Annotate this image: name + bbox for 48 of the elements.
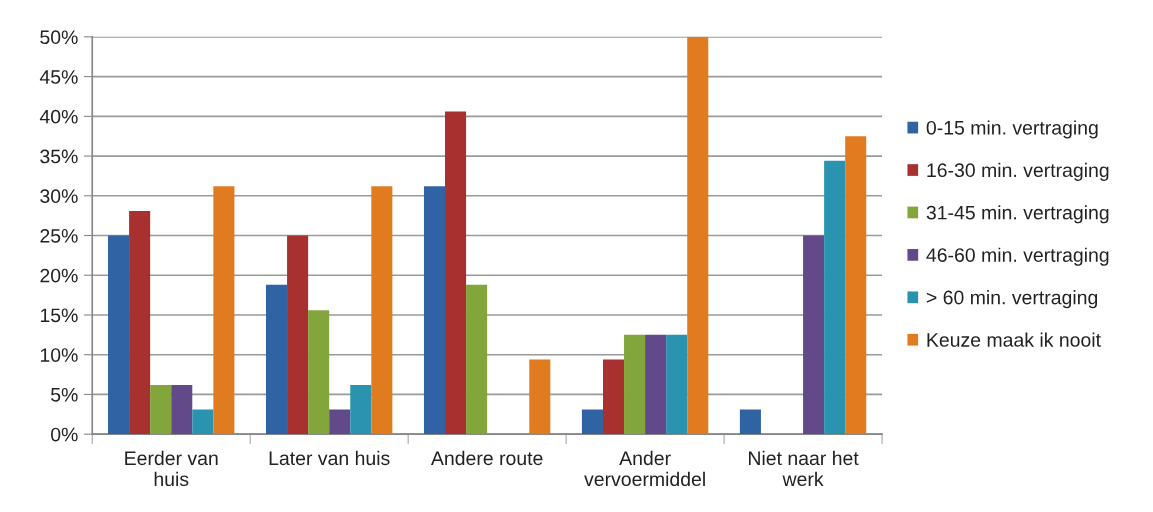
legend-label: 46-60 min. vertraging [926,247,1109,266]
y-tick-label: 25% [40,228,78,243]
legend-label: 31-45 min. vertraging [926,205,1109,224]
legend-label: 0-15 min. vertraging [926,120,1098,139]
bar [108,235,130,435]
bar [529,359,551,435]
x-tick-label: Later van huis [269,450,390,466]
legend-label: Keuze maak ik nooit [927,332,1101,347]
bar [266,284,288,435]
bar [739,409,761,435]
bar [329,409,351,435]
bar [371,186,393,435]
bar [445,111,467,435]
y-tick-label: 50% [40,30,78,45]
y-tick-label: 5% [51,388,78,402]
y-tick-label: 15% [40,308,78,323]
bar [666,334,688,435]
bar [287,235,309,435]
bar [602,359,625,435]
bar [308,310,330,435]
y-tick-label: 35% [40,149,78,164]
bar [803,235,825,435]
bar [171,384,193,435]
y-tick-label: 0% [51,427,78,442]
x-tick-label: Eerder van huis [125,450,218,487]
y-tick-label: 45% [39,70,78,84]
bar [423,186,446,435]
bar [150,384,172,435]
y-tick-label: 40% [39,109,78,124]
bar [129,210,151,435]
bar [213,186,235,435]
x-tick-label: Ander vervoermiddel [584,450,705,487]
y-tick-label: 20% [40,268,78,283]
bar [581,409,603,435]
bar [466,284,488,435]
bar [350,384,372,435]
bar [687,36,709,435]
legend-label: 16-30 min. vertraging [927,162,1109,181]
bar [645,334,667,435]
bar [192,409,214,435]
bar [624,334,646,435]
y-tick-label: 30% [40,189,78,204]
legend-label: > 60 min. vertraging [926,290,1098,309]
x-tick-label: Andere route [430,450,543,466]
x-tick-label: Niet naar het werk [749,450,859,487]
bar [845,136,867,435]
bar [824,160,846,435]
y-tick-label: 10% [40,348,78,362]
